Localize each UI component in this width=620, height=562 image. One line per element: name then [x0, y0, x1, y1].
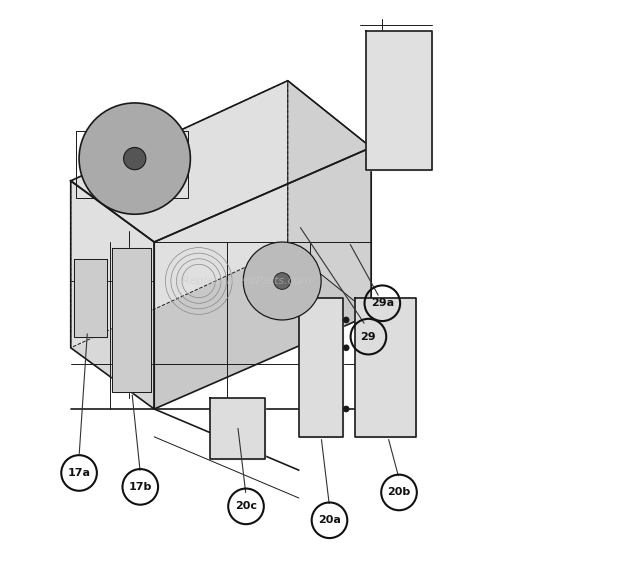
- Circle shape: [343, 406, 350, 413]
- Polygon shape: [112, 248, 151, 392]
- Polygon shape: [210, 398, 265, 459]
- Polygon shape: [71, 181, 154, 409]
- Text: 17a: 17a: [68, 468, 91, 478]
- Circle shape: [343, 316, 350, 323]
- Circle shape: [274, 273, 291, 289]
- Circle shape: [243, 242, 321, 320]
- Text: 29: 29: [361, 332, 376, 342]
- Circle shape: [79, 103, 190, 214]
- Circle shape: [123, 147, 146, 170]
- Polygon shape: [154, 147, 371, 409]
- Polygon shape: [71, 81, 288, 348]
- Text: 20a: 20a: [318, 515, 341, 525]
- Text: 29a: 29a: [371, 298, 394, 309]
- Polygon shape: [74, 259, 107, 337]
- Polygon shape: [288, 81, 371, 314]
- Text: 17b: 17b: [128, 482, 152, 492]
- Polygon shape: [71, 81, 371, 242]
- Polygon shape: [366, 30, 432, 170]
- Text: 20b: 20b: [388, 487, 410, 497]
- Polygon shape: [355, 298, 416, 437]
- Circle shape: [343, 345, 350, 351]
- Text: eReplacementParts.com: eReplacementParts.com: [175, 276, 311, 286]
- Polygon shape: [299, 298, 343, 437]
- Text: 20c: 20c: [235, 501, 257, 511]
